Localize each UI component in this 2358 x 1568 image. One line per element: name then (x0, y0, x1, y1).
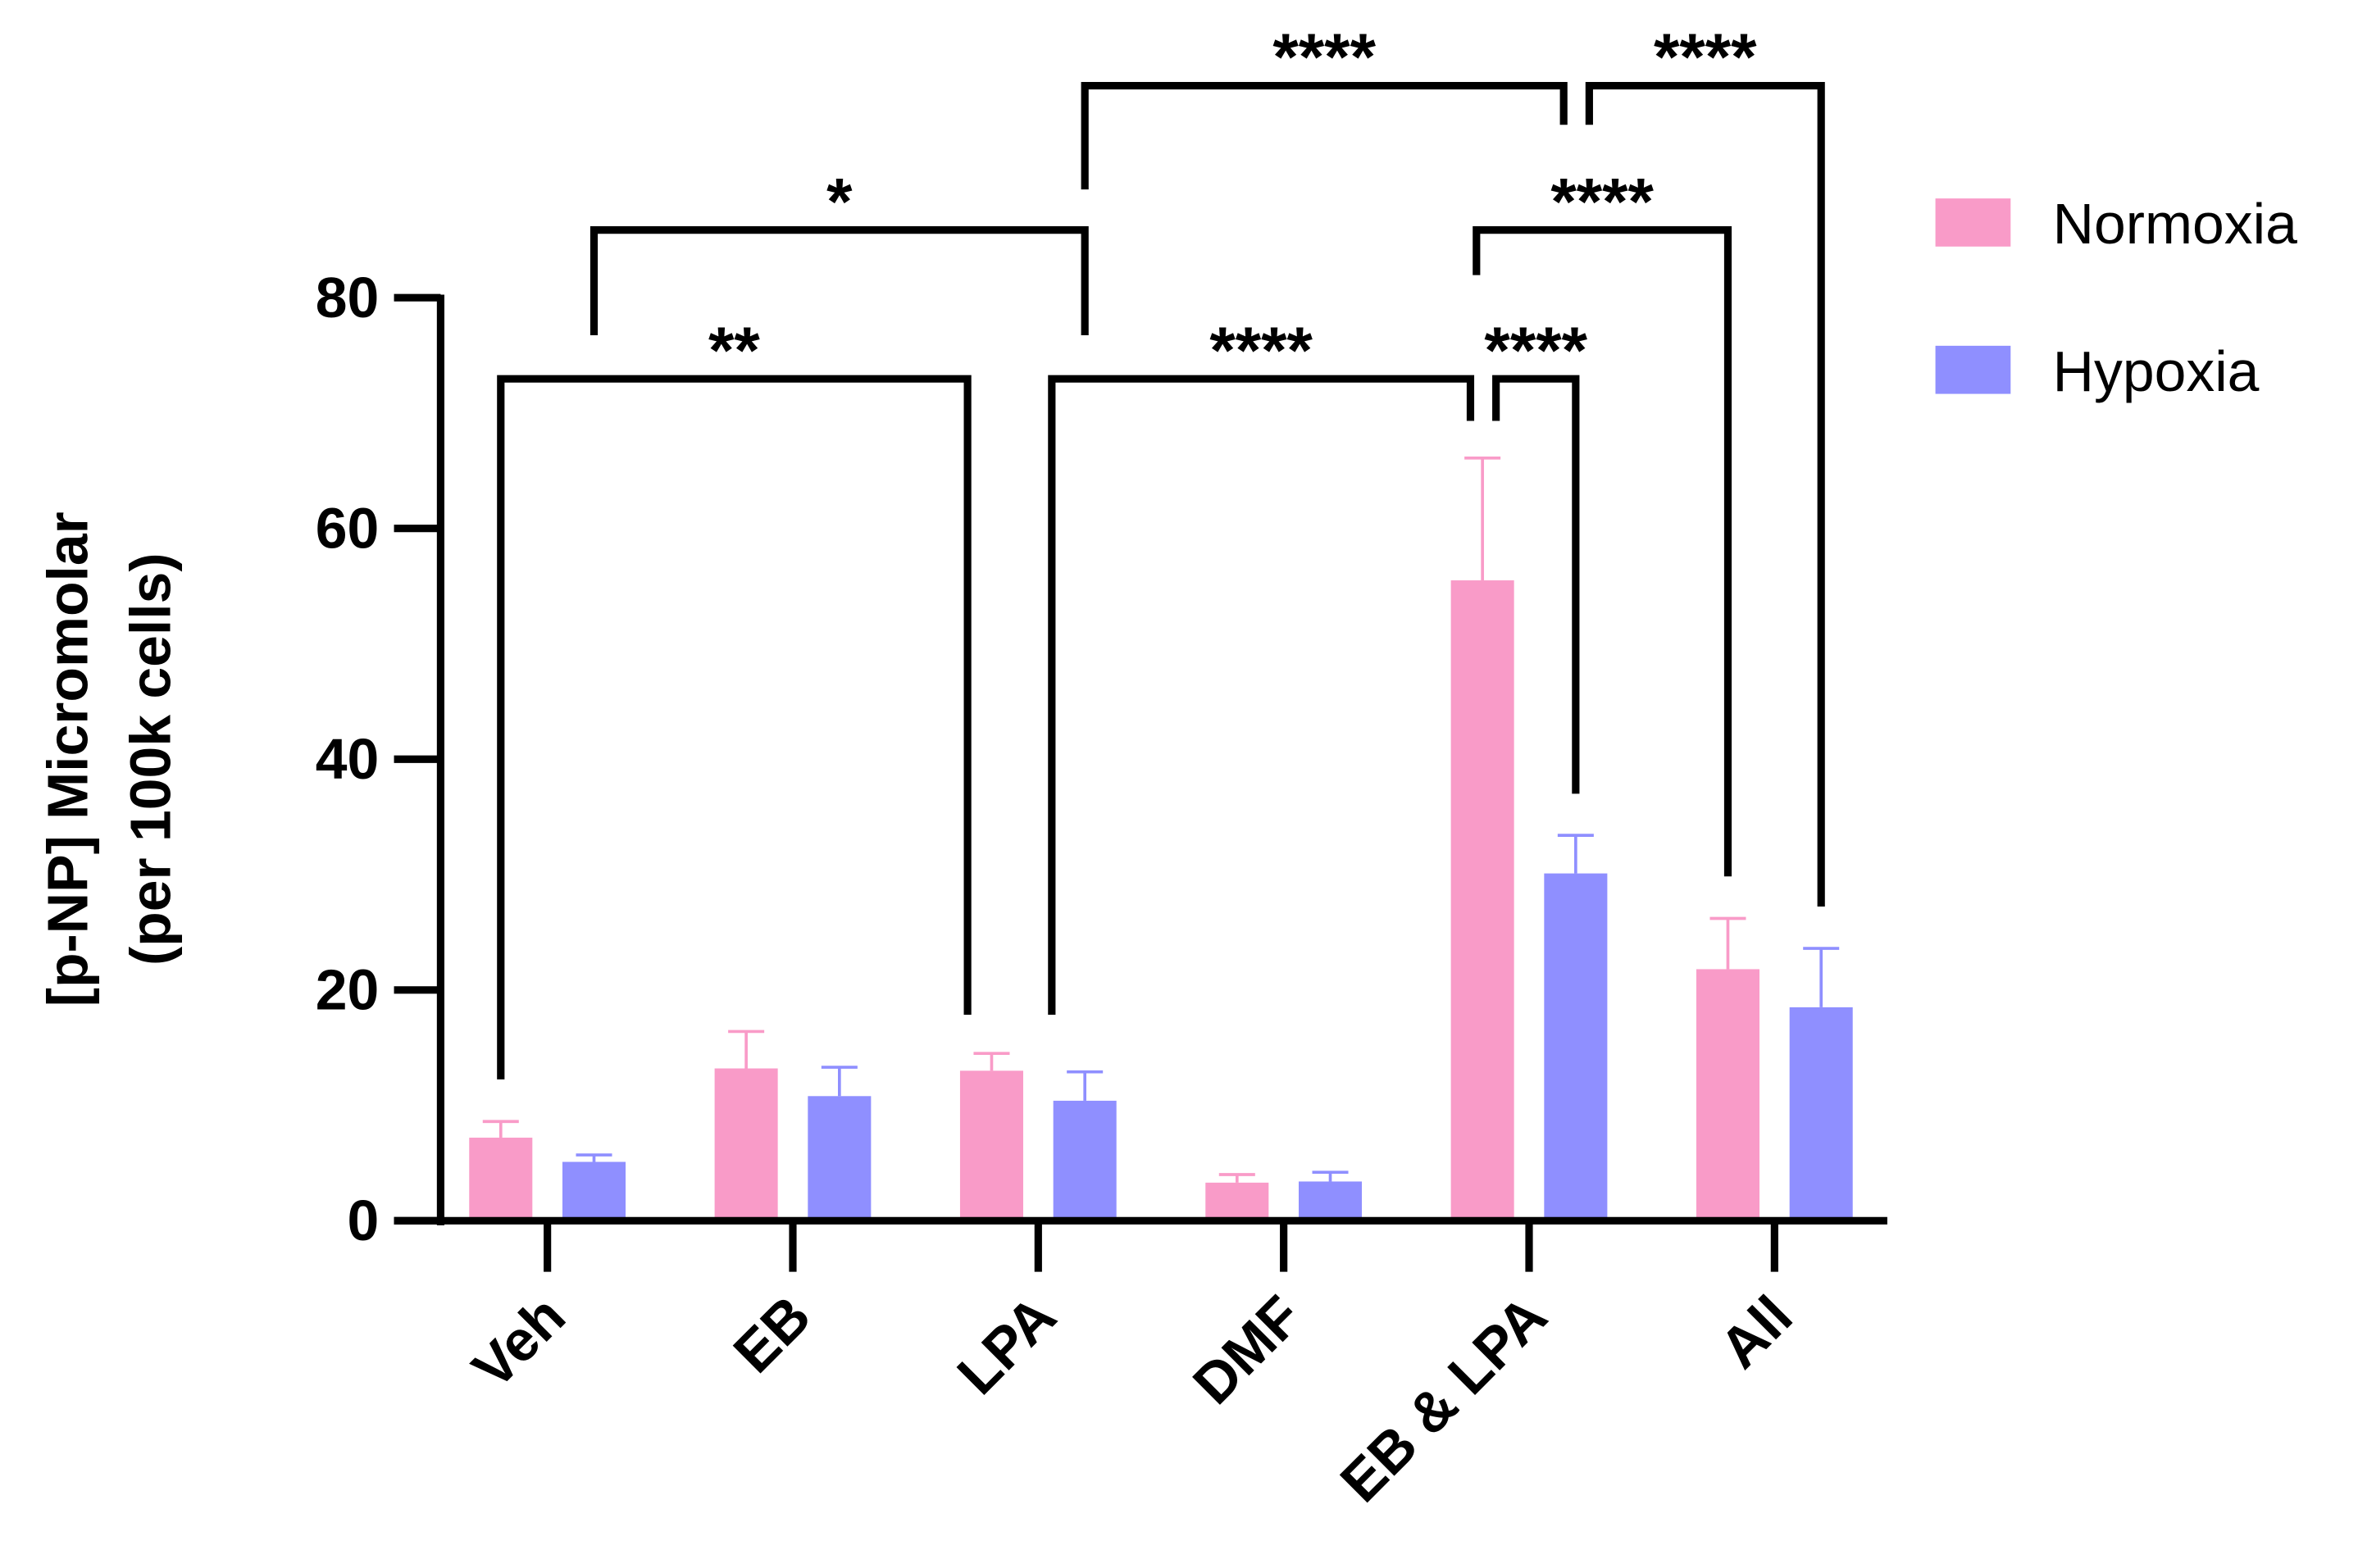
x-tick-label: DMF (1181, 1284, 1313, 1416)
bar-normoxia (959, 1070, 1023, 1221)
bar-hypoxia (1789, 1007, 1853, 1221)
x-tick-label: LPA (945, 1284, 1068, 1407)
bar-normoxia (469, 1137, 533, 1221)
significance-label: **** (1209, 314, 1313, 388)
significance-bracket (1473, 226, 1732, 877)
significance-bracket (590, 226, 1089, 336)
x-tick-label: All (1707, 1284, 1804, 1380)
significance-bracket (1492, 375, 1580, 794)
significance-bracket (1081, 81, 1568, 190)
bar-normoxia (714, 1068, 778, 1221)
significance-label: * (826, 165, 853, 239)
bar-hypoxia (808, 1096, 872, 1221)
significance-bracket (1048, 375, 1475, 1016)
legend-swatch-normoxia (1935, 198, 2011, 247)
significance-label: **** (1550, 165, 1654, 239)
x-tick-label: EB (722, 1284, 823, 1385)
legend: Normoxia Hypoxia (1935, 192, 2297, 403)
y-tick-label: 60 (316, 497, 380, 561)
y-tick-label: 80 (316, 266, 380, 330)
bar-hypoxia (1299, 1181, 1363, 1221)
y-tick-label: 40 (316, 727, 380, 791)
significance-bracket (497, 375, 972, 1079)
legend-label-hypoxia: Hypoxia (2053, 339, 2260, 403)
bar-normoxia (1450, 580, 1514, 1221)
x-tick-label: Veh (460, 1284, 577, 1401)
bar-normoxia (1696, 969, 1759, 1221)
bar-hypoxia (1053, 1100, 1117, 1221)
legend-label-normoxia: Normoxia (2053, 192, 2297, 256)
y-tick-label: 0 (347, 1188, 379, 1252)
y-tick-label: 20 (316, 958, 380, 1022)
significance-label: ** (708, 314, 760, 388)
y-axis-label-line1: [p-NP] Micromolar (35, 511, 99, 1007)
bar-hypoxia (1544, 873, 1608, 1221)
significance-label: **** (1654, 20, 1757, 94)
bar-hypoxia (562, 1161, 626, 1221)
significance-bracket (1585, 81, 1825, 907)
bar-normoxia (1205, 1182, 1269, 1221)
x-tick-label: EB & LPA (1328, 1284, 1559, 1514)
legend-swatch-hypoxia (1935, 345, 2011, 394)
y-axis-label-line2: (per 100k cells) (118, 552, 182, 966)
significance-label: **** (1272, 20, 1376, 94)
significance-label: **** (1484, 314, 1587, 388)
